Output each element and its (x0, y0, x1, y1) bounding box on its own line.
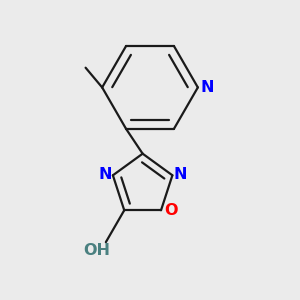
Text: N: N (174, 167, 187, 182)
Text: OH: OH (83, 243, 110, 258)
Text: N: N (98, 167, 112, 182)
Text: O: O (165, 203, 178, 218)
Text: N: N (200, 80, 214, 95)
